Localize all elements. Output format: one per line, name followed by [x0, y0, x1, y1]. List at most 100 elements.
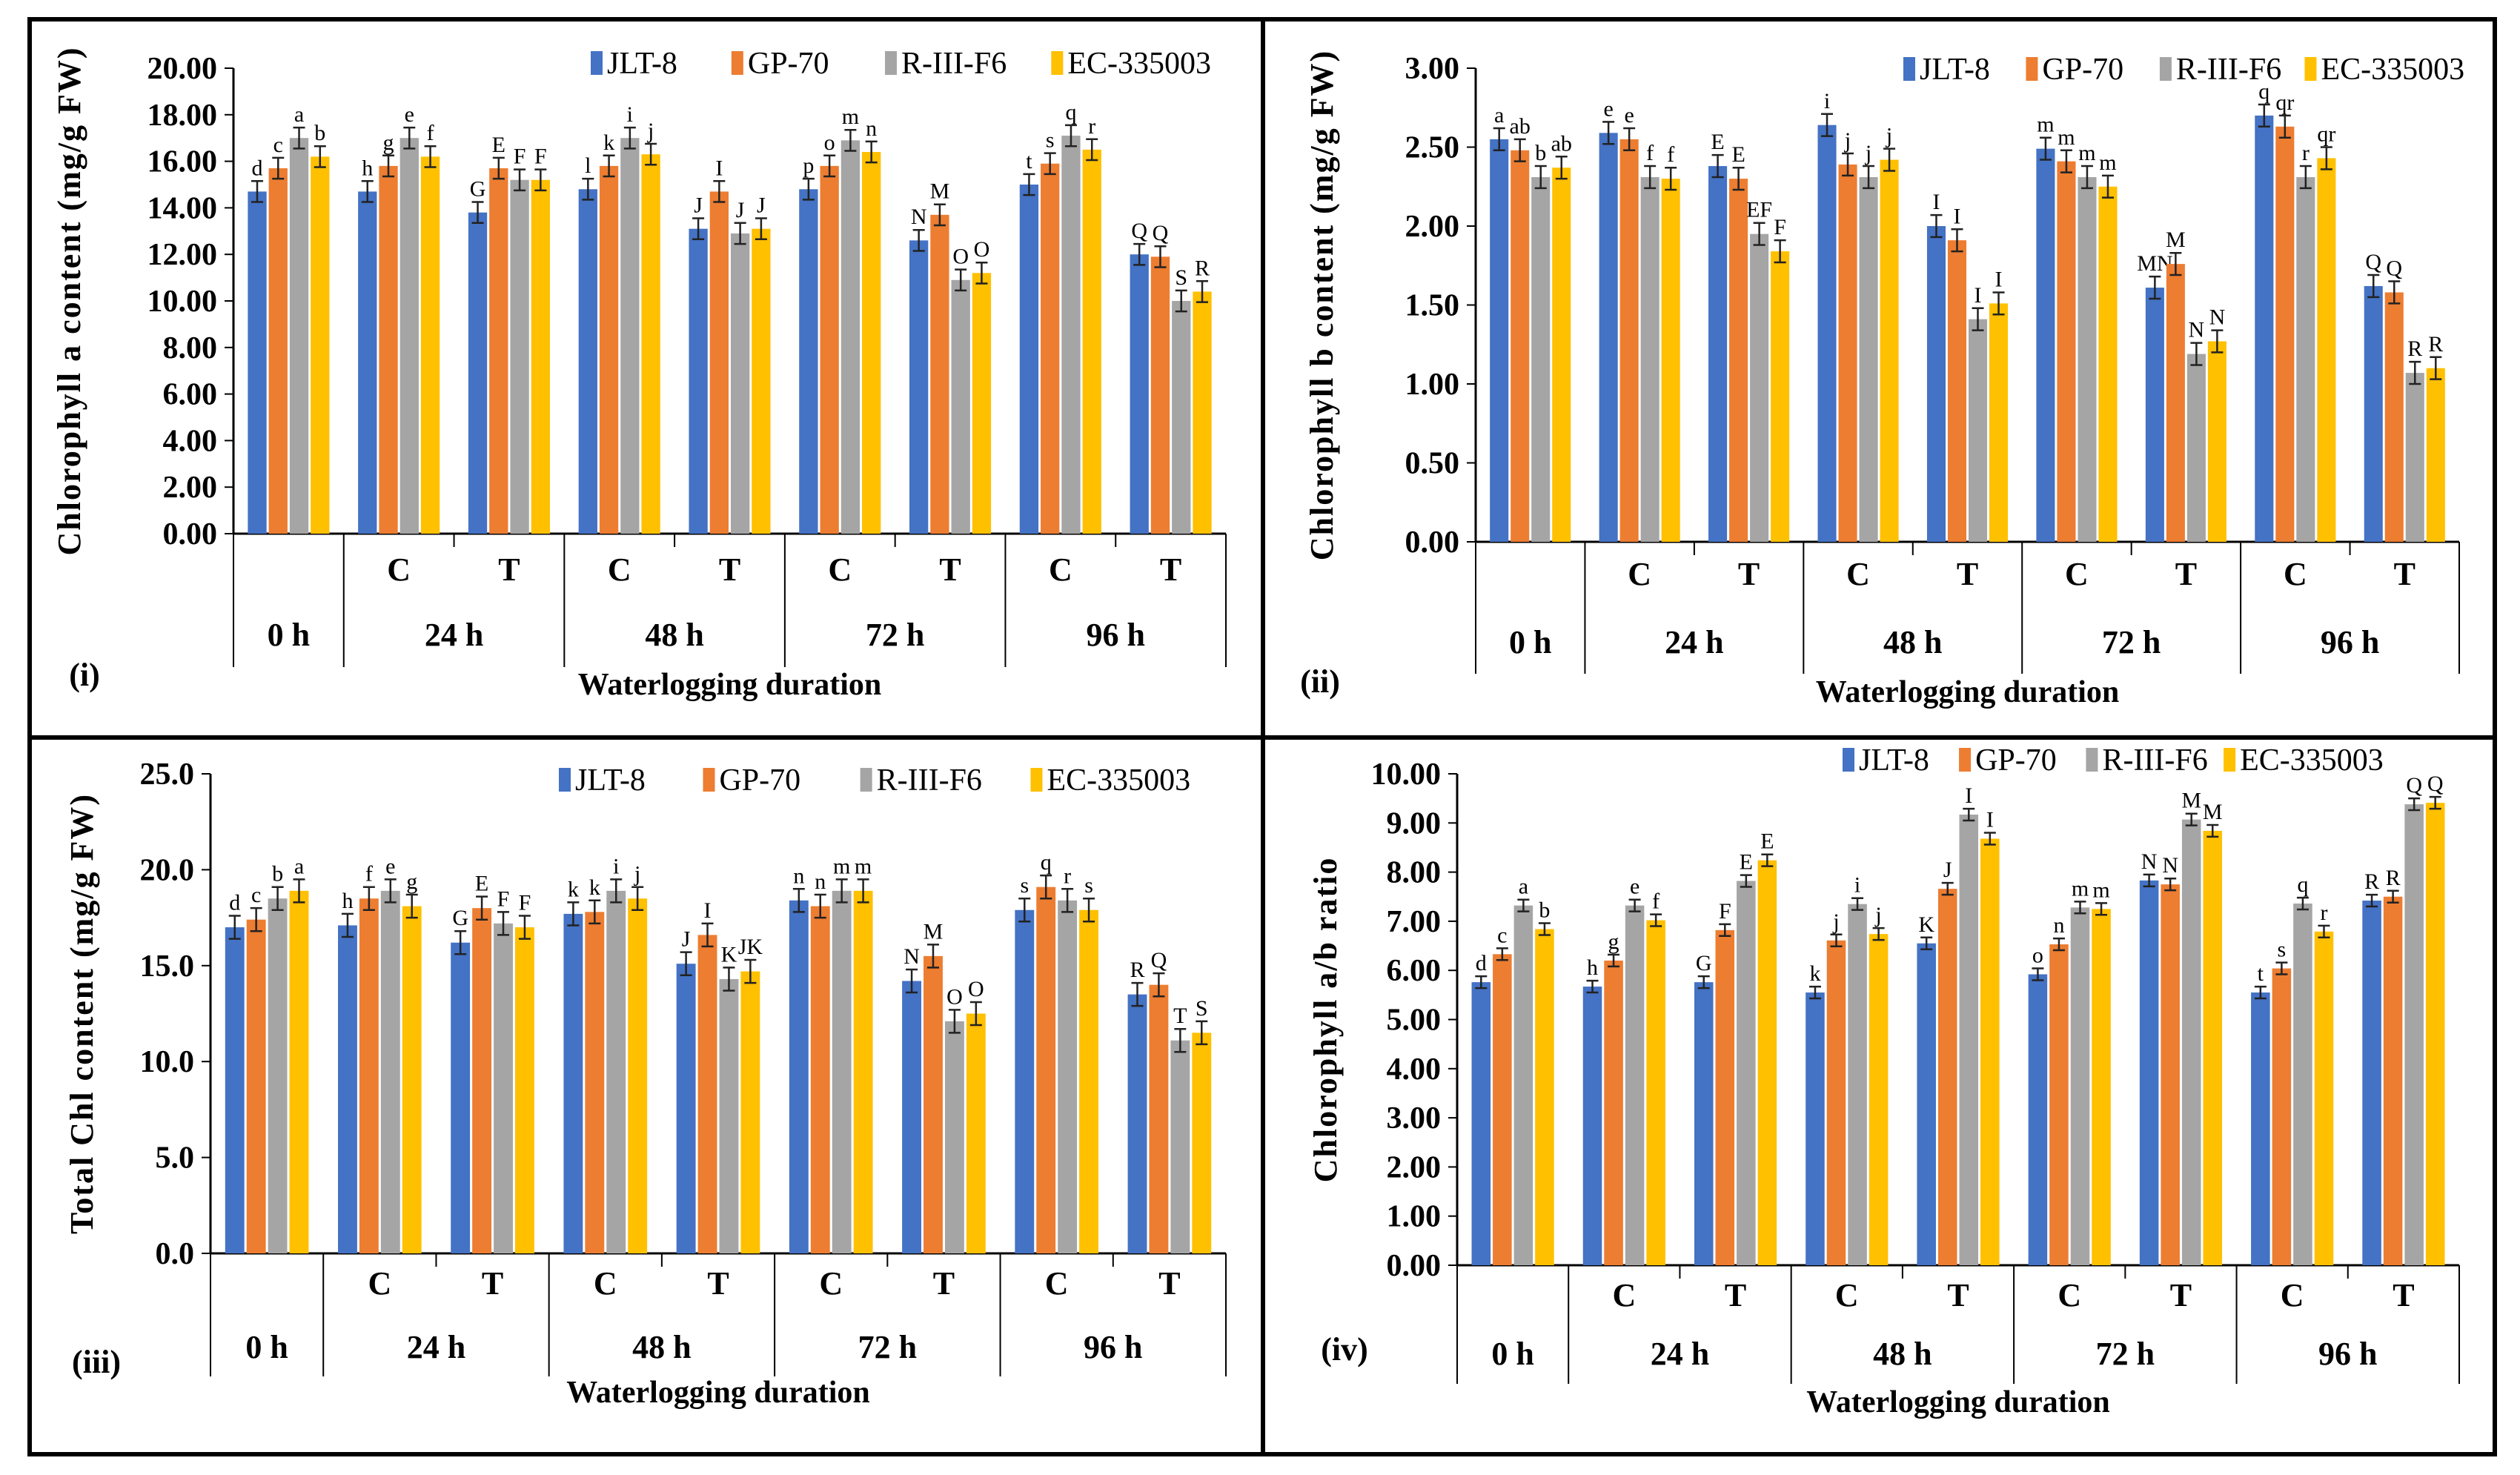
- legend-swatch: [860, 768, 872, 792]
- duration-label: 24 h: [1651, 1336, 1709, 1372]
- bar-jlt-8: [2255, 115, 2274, 542]
- significance-letter: k: [568, 877, 579, 901]
- duration-label: 0 h: [1491, 1336, 1533, 1372]
- y-tick-label: 1.00: [1387, 1200, 1442, 1234]
- legend-label: GP-70: [719, 763, 800, 798]
- bar-r-iii-f6: [510, 179, 529, 534]
- treatment-label: C: [2065, 556, 2089, 592]
- significance-letter: j: [647, 119, 654, 143]
- significance-letter: e: [1624, 103, 1634, 127]
- panel-label: (i): [69, 657, 100, 693]
- bar-r-iii-f6: [2186, 354, 2206, 542]
- significance-letter: S: [1196, 996, 1208, 1021]
- legend-swatch: [559, 768, 571, 792]
- bar-jlt-8: [1926, 226, 1946, 542]
- y-tick-label: 10.0: [140, 1045, 195, 1079]
- significance-letter: k: [603, 130, 614, 155]
- significance-letter: r: [1088, 114, 1095, 139]
- y-tick-label: 2.50: [1405, 131, 1460, 165]
- significance-letter: J: [682, 927, 691, 952]
- treatment-label: C: [368, 1265, 391, 1302]
- panel-label: (iv): [1321, 1331, 1368, 1368]
- duration-label: 96 h: [1086, 617, 1144, 653]
- legend-swatch: [2026, 57, 2038, 81]
- bar-r-iii-f6: [951, 279, 970, 534]
- duration-label: 48 h: [1883, 624, 1942, 660]
- treatment-label: T: [2170, 1277, 2192, 1313]
- duration-label: 96 h: [2321, 624, 2379, 660]
- bar-ec-335003: [1980, 838, 2000, 1265]
- significance-letter: M: [930, 179, 950, 204]
- significance-letter: O: [974, 237, 990, 262]
- significance-letter: R: [2407, 337, 2422, 361]
- x-axis-title: Waterlogging duration: [578, 668, 882, 702]
- bar-gp-70: [924, 955, 943, 1253]
- significance-letter: F: [497, 886, 510, 911]
- y-tick-label: 5.00: [1387, 1004, 1442, 1038]
- bar-gp-70: [268, 168, 288, 534]
- bar-r-iii-f6: [1513, 905, 1533, 1265]
- treatment-label: C: [608, 551, 631, 588]
- bar-r-iii-f6: [1061, 136, 1081, 534]
- bar-ec-335003: [2092, 909, 2111, 1265]
- significance-letter: d: [251, 156, 262, 180]
- bar-jlt-8: [563, 913, 583, 1253]
- significance-letter: J: [736, 198, 745, 222]
- significance-letter: q: [1065, 100, 1076, 125]
- duration-label: 24 h: [425, 617, 483, 653]
- bar-r-iii-f6: [1170, 1040, 1190, 1253]
- y-tick-label: 0.00: [1405, 526, 1460, 560]
- bar-ec-335003: [1989, 303, 2009, 542]
- significance-letter: g: [383, 130, 394, 155]
- duration-label: 96 h: [1084, 1329, 1142, 1365]
- y-tick-label: 3.00: [1405, 52, 1460, 86]
- bar-ec-335003: [1869, 934, 1889, 1265]
- bar-r-iii-f6: [2405, 373, 2424, 542]
- legend-swatch: [2304, 57, 2317, 81]
- y-tick-label: 20.0: [140, 853, 195, 887]
- bar-ec-335003: [1552, 168, 1571, 542]
- significance-letter: j: [1844, 128, 1851, 153]
- bar-gp-70: [2161, 884, 2180, 1265]
- bar-jlt-8: [2362, 901, 2381, 1265]
- significance-letter: s: [1084, 873, 1093, 898]
- bar-ec-335003: [2314, 931, 2334, 1265]
- significance-letter: I: [1986, 808, 1994, 832]
- significance-letter: M: [2181, 789, 2201, 813]
- significance-letter: N: [911, 205, 927, 229]
- bar-ec-335003: [1880, 159, 1899, 543]
- bar-r-iii-f6: [1848, 904, 1867, 1265]
- bar-ec-335003: [862, 152, 881, 534]
- bar-gp-70: [1937, 889, 1957, 1265]
- bar-gp-70: [599, 165, 619, 534]
- legend-swatch: [1843, 748, 1854, 772]
- y-tick-label: 10.00: [147, 285, 218, 319]
- bar-jlt-8: [789, 900, 809, 1253]
- significance-letter: b: [1539, 898, 1550, 923]
- bar-ec-335003: [966, 1013, 986, 1253]
- bar-gp-70: [2384, 292, 2404, 542]
- bar-jlt-8: [1582, 987, 1602, 1265]
- bar-gp-70: [1729, 179, 1748, 542]
- bar-r-iii-f6: [1968, 319, 1988, 542]
- bar-ec-335003: [2426, 368, 2445, 542]
- chart-panel-4: 0.00 1.00 2.00 3.00 4.00 5.00 6.00 7.00 8.00 9.00…: [1307, 743, 2460, 1419]
- bar-jlt-8: [689, 228, 708, 534]
- chart-panel-1: 0.00 2.00 4.00 6.00 8.00 10.00 12.00 14.00 16.00…: [51, 47, 1227, 702]
- bar-r-iii-f6: [2070, 907, 2090, 1265]
- significance-letter: M: [2203, 800, 2223, 824]
- significance-letter: b: [314, 121, 325, 145]
- treatment-label: C: [1846, 556, 1870, 592]
- legend-swatch: [1903, 57, 1915, 81]
- significance-letter: Q: [1131, 219, 1147, 243]
- significance-letter: m: [2078, 141, 2095, 165]
- significance-letter: r: [2320, 901, 2327, 925]
- bar-r-iii-f6: [1859, 176, 1878, 542]
- significance-letter: N: [2141, 849, 2158, 874]
- legend-label: GP-70: [748, 47, 829, 81]
- bar-jlt-8: [1599, 133, 1618, 542]
- significance-letter: ab: [1551, 131, 1572, 156]
- legend-swatch: [1030, 768, 1043, 792]
- significance-letter: e: [385, 854, 395, 878]
- significance-letter: r: [2302, 141, 2310, 165]
